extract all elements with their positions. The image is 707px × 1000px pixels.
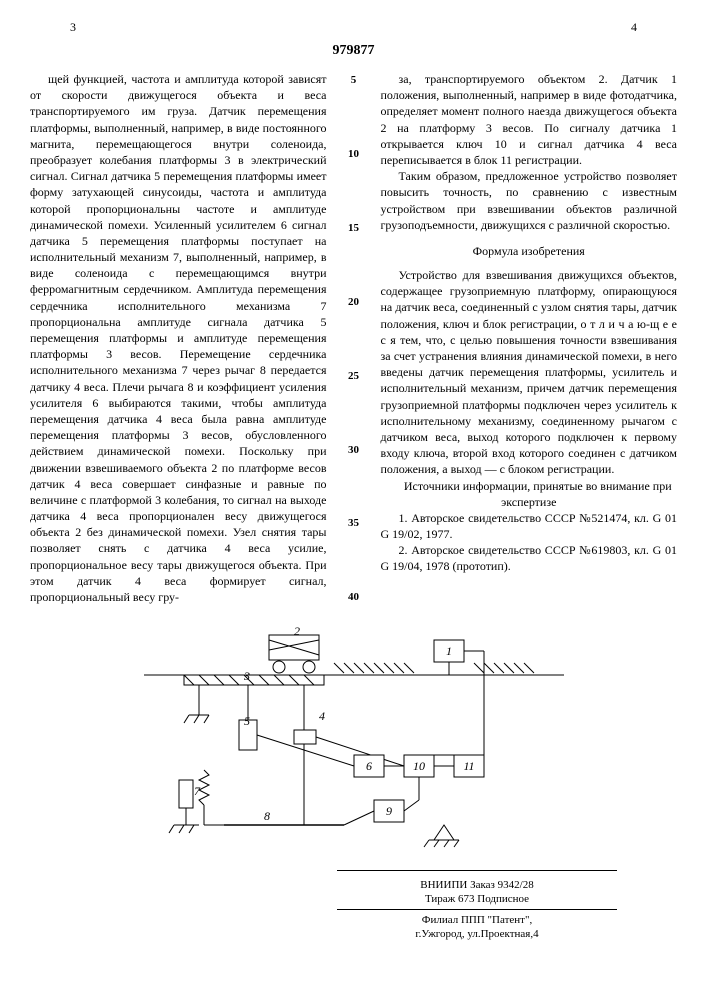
diagram-svg: 1 6 10 11 9 2 3 4 5 7 8	[144, 625, 564, 855]
ln: 10	[345, 147, 363, 162]
right-p2: Таким образом, предложенное устройство п…	[381, 168, 678, 233]
ln: 40	[345, 590, 363, 605]
ln: 35	[345, 516, 363, 531]
ln: 30	[345, 443, 363, 458]
text-columns: щей функцией, частота и амплитуда которо…	[30, 71, 677, 605]
left-column: щей функцией, частота и амплитуда которо…	[30, 71, 327, 605]
line-number-gutter: 5 10 15 20 25 30 35 40	[345, 71, 363, 605]
source-2: 2. Авторское свидетельство СССР №619803,…	[381, 542, 678, 574]
footer-l3: Филиал ППП "Патент",	[337, 914, 617, 926]
footer-block: ВНИИПИ Заказ 9342/28 Тираж 673 Подписное…	[337, 870, 617, 940]
page-num-right: 4	[631, 20, 637, 35]
svg-text:1: 1	[446, 644, 452, 658]
svg-text:5: 5	[244, 714, 250, 728]
ln: 25	[345, 369, 363, 384]
ln: 5	[345, 73, 363, 88]
ln: 15	[345, 221, 363, 236]
svg-text:6: 6	[366, 759, 372, 773]
left-p1: щей функцией, частота и амплитуда которо…	[30, 71, 327, 605]
svg-text:3: 3	[243, 669, 250, 683]
source-1: 1. Авторское свидетельство СССР №521474,…	[381, 510, 678, 542]
schematic-diagram: 1 6 10 11 9 2 3 4 5 7 8	[144, 625, 564, 855]
svg-text:4: 4	[319, 709, 325, 723]
svg-text:11: 11	[463, 759, 474, 773]
patent-number: 979877	[30, 43, 677, 59]
right-p3: Устройство для взвешивания движущихся об…	[381, 267, 678, 477]
footer-l4: г.Ужгород, ул.Проектная,4	[337, 928, 617, 940]
page-num-left: 3	[70, 20, 76, 35]
right-column: за, транспортируемого объектом 2. Датчик…	[381, 71, 678, 605]
sources-title: Источники информации, принятые во вниман…	[381, 478, 678, 510]
formula-title: Формула изобретения	[381, 243, 678, 259]
right-p1: за, транспортируемого объектом 2. Датчик…	[381, 71, 678, 168]
svg-text:8: 8	[264, 809, 270, 823]
svg-text:10: 10	[413, 759, 425, 773]
svg-text:2: 2	[294, 625, 300, 638]
footer-l1: ВНИИПИ Заказ 9342/28	[337, 879, 617, 891]
page: 3 4 979877 щей функцией, частота и ампли…	[0, 0, 707, 962]
footer-l2: Тираж 673 Подписное	[337, 893, 617, 905]
svg-text:9: 9	[386, 804, 392, 818]
ln: 20	[345, 295, 363, 310]
header-page-nums: 3 4	[30, 20, 677, 35]
svg-text:7: 7	[194, 784, 201, 798]
